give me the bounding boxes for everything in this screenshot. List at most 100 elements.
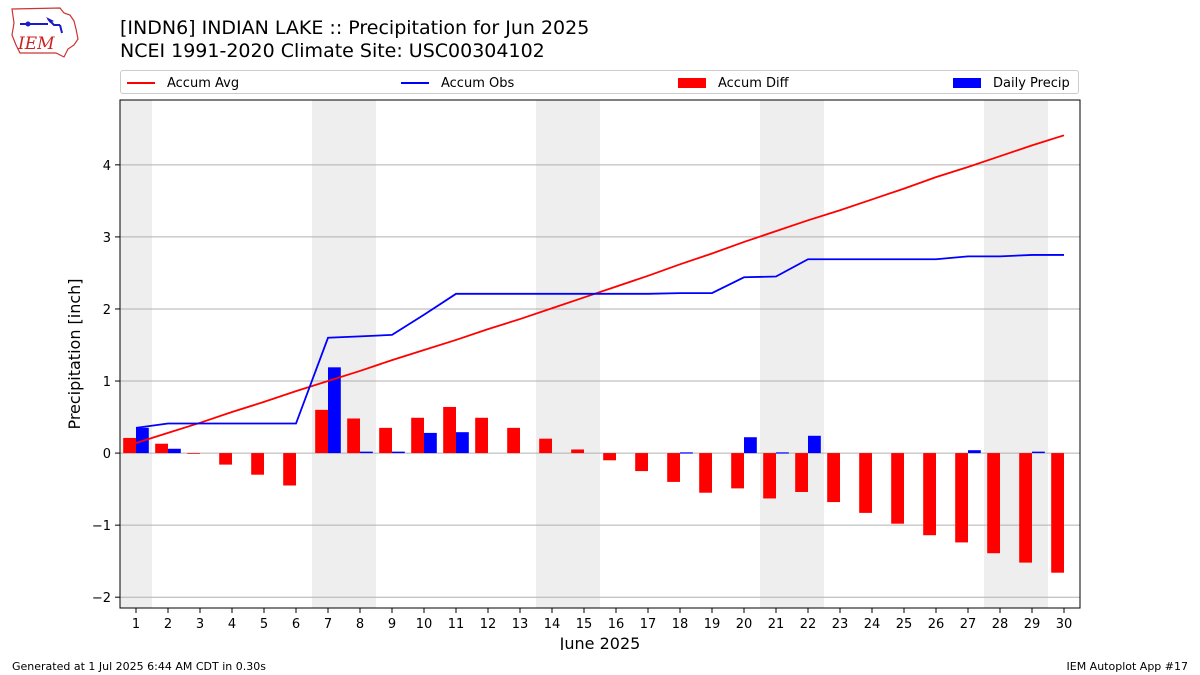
x-tick-label: 6 <box>292 617 300 632</box>
legend-label: Daily Precip <box>993 75 1070 91</box>
bar-accum-diff <box>539 438 552 454</box>
x-tick-label: 10 <box>416 617 433 632</box>
bar-daily-precip <box>168 448 181 454</box>
x-tick-label: 5 <box>260 617 268 632</box>
bar-accum-diff <box>987 453 1000 554</box>
bar-daily-precip <box>1032 451 1045 454</box>
x-tick-label: 3 <box>196 617 204 632</box>
bar-accum-diff <box>187 453 200 454</box>
bar-accum-diff <box>763 453 776 499</box>
x-tick-label: 24 <box>864 617 881 632</box>
bar-accum-diff <box>379 427 392 454</box>
legend-swatch-accum-obs <box>401 82 429 84</box>
x-tick-label: 20 <box>736 617 753 632</box>
bar-accum-diff <box>635 453 648 472</box>
x-tick-label: 9 <box>388 617 396 632</box>
x-axis-label: June 2025 <box>559 634 641 650</box>
legend-swatch-accum-diff <box>678 78 706 88</box>
y-tick-label: −2 <box>92 591 111 606</box>
bars <box>123 367 1064 573</box>
x-tick-label: 1 <box>132 617 140 632</box>
y-tick-label: −1 <box>92 519 111 534</box>
x-tick-label: 14 <box>544 617 561 632</box>
chart-subtitle: NCEI 1991-2020 Climate Site: USC00304102 <box>120 40 545 62</box>
x-tick-label: 17 <box>640 617 657 632</box>
line-accum-avg <box>135 134 1065 444</box>
x-tick-label: 30 <box>1056 617 1073 632</box>
weekend-band <box>536 100 600 608</box>
bar-accum-diff <box>1019 453 1032 563</box>
x-tick-label: 18 <box>672 617 689 632</box>
bar-accum-diff <box>795 453 808 492</box>
bar-accum-diff <box>699 453 712 493</box>
bar-accum-diff <box>123 437 136 454</box>
footer-generated: Generated at 1 Jul 2025 6:44 AM CDT in 0… <box>12 660 266 673</box>
x-tick-label: 27 <box>960 617 977 632</box>
legend-item-accum-avg: Accum Avg <box>127 74 239 92</box>
bar-accum-diff <box>923 453 936 536</box>
bar-accum-diff <box>251 453 264 475</box>
bar-daily-precip <box>776 452 789 454</box>
y-axis-label: Precipitation [inch] <box>65 278 84 429</box>
y-tick-label: 3 <box>103 231 111 246</box>
iem-logo: IEM <box>11 7 79 58</box>
bar-accum-diff <box>475 417 488 454</box>
x-tick-label: 25 <box>896 617 913 632</box>
bar-daily-precip <box>360 451 373 454</box>
bar-accum-diff <box>315 409 328 454</box>
bar-accum-diff <box>955 453 968 543</box>
weekend-shading <box>120 100 1048 608</box>
x-tick-label: 29 <box>1024 617 1041 632</box>
x-tick-label: 15 <box>576 617 593 632</box>
legend-item-daily-precip: Daily Precip <box>953 74 1070 92</box>
legend-item-accum-diff: Accum Diff <box>678 74 789 92</box>
bar-accum-diff <box>859 453 872 513</box>
bar-accum-diff <box>667 453 680 482</box>
bar-accum-diff <box>155 443 168 454</box>
bar-accum-diff <box>571 449 584 454</box>
y-tick-label: 2 <box>103 303 111 318</box>
legend-swatch-daily-precip <box>953 78 981 88</box>
bar-accum-diff <box>219 453 232 465</box>
x-tick-label: 21 <box>768 617 785 632</box>
bar-daily-precip <box>424 432 437 454</box>
legend-label: Accum Diff <box>718 75 789 91</box>
logo-text: IEM <box>17 34 55 54</box>
bar-accum-diff <box>827 453 840 503</box>
x-tick-label: 23 <box>832 617 849 632</box>
x-tick-label: 26 <box>928 617 945 632</box>
bar-accum-diff <box>731 453 744 489</box>
x-tick-label: 2 <box>164 617 172 632</box>
footer-app: IEM Autoplot App #17 <box>1066 660 1189 673</box>
bar-daily-precip <box>456 432 469 454</box>
bar-accum-diff <box>507 427 520 454</box>
line-accum-obs <box>135 254 1064 429</box>
bar-daily-precip <box>680 452 693 454</box>
bar-daily-precip <box>328 367 341 454</box>
x-tick-label: 16 <box>608 617 625 632</box>
weekend-band <box>760 100 824 608</box>
y-tick-label: 1 <box>103 375 111 390</box>
x-tick-label: 19 <box>704 617 721 632</box>
x-tick-label: 11 <box>448 617 465 632</box>
weekend-band <box>120 100 152 608</box>
bar-daily-precip <box>392 451 405 454</box>
chart-title: [INDN6] INDIAN LAKE :: Precipitation for… <box>120 17 590 39</box>
legend-label: Accum Avg <box>167 75 240 91</box>
bar-accum-diff <box>347 418 360 454</box>
x-tick-label: 22 <box>800 617 817 632</box>
legend: Accum Avg Accum Obs Accum Diff Daily Pre… <box>120 70 1079 94</box>
bar-accum-diff <box>891 453 904 524</box>
x-tick-label: 13 <box>512 617 529 632</box>
legend-label: Accum Obs <box>441 75 515 91</box>
bar-accum-diff <box>443 406 456 454</box>
bar-accum-diff <box>411 417 424 454</box>
bar-accum-diff <box>603 453 616 461</box>
legend-swatch-accum-avg <box>127 82 155 84</box>
x-tick-label: 28 <box>992 617 1009 632</box>
legend-item-accum-obs: Accum Obs <box>401 74 514 92</box>
y-tick-label: 4 <box>103 159 111 174</box>
grid-lines <box>120 164 1080 598</box>
bar-daily-precip <box>968 450 981 454</box>
